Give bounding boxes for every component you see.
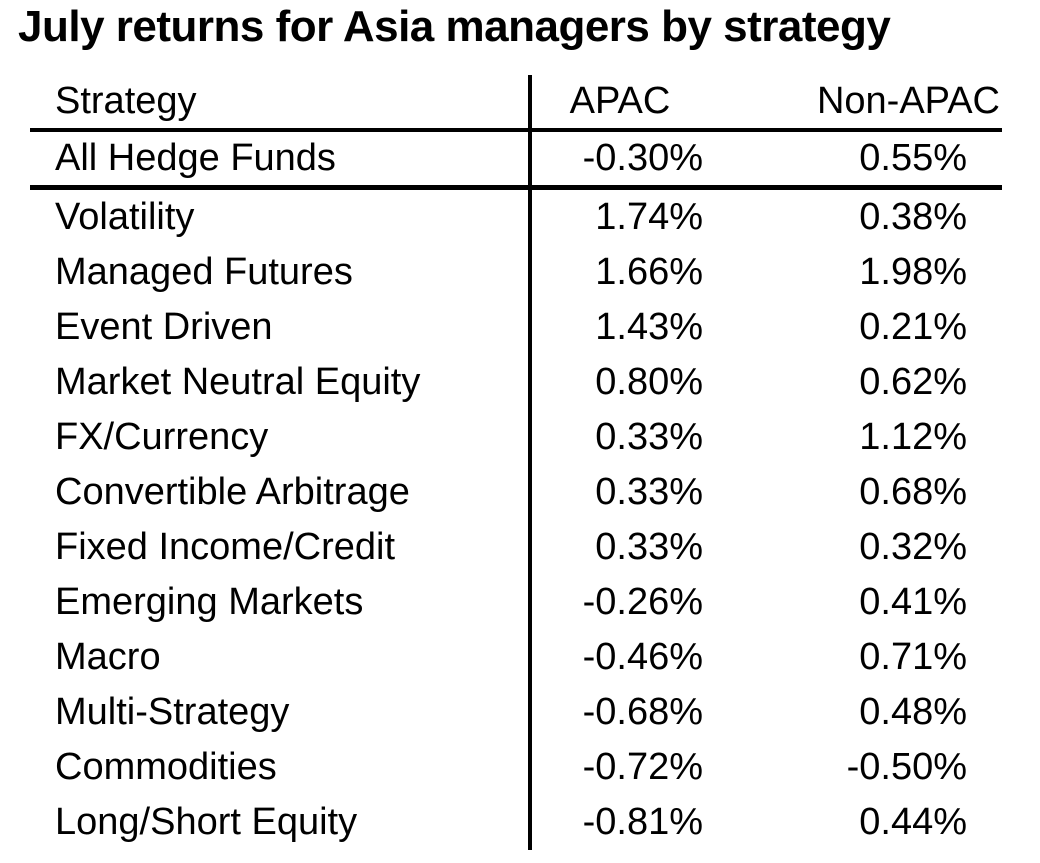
apac-value-cell: -0.30% xyxy=(582,137,703,179)
strategy-cell: Emerging Markets xyxy=(55,581,364,623)
apac-value-cell: 1.43% xyxy=(595,306,703,348)
table-row: FX/Currency 0.33% 1.12% xyxy=(30,410,1002,465)
table-row: Commodities -0.72% -0.50% xyxy=(30,740,1002,795)
strategy-cell: Multi-Strategy xyxy=(55,691,290,733)
table-row: Long/Short Equity -0.81% 0.44% xyxy=(30,795,1002,850)
nonapac-value-cell: 0.71% xyxy=(859,636,967,678)
strategy-cell: Event Driven xyxy=(55,306,273,348)
nonapac-value-cell: 0.44% xyxy=(859,801,967,843)
apac-value-cell: 0.33% xyxy=(595,471,703,513)
apac-value-cell: 1.74% xyxy=(595,196,703,238)
nonapac-value-cell: 0.38% xyxy=(859,196,967,238)
summary-row: All Hedge Funds -0.30% 0.55% xyxy=(30,132,1002,190)
page-title: July returns for Asia managers by strate… xyxy=(18,2,891,51)
nonapac-value-cell: 0.68% xyxy=(859,471,967,513)
table-row: Emerging Markets -0.26% 0.41% xyxy=(30,575,1002,630)
apac-value-cell: 0.80% xyxy=(595,361,703,403)
nonapac-value-cell: 0.41% xyxy=(859,581,967,623)
table-row: Convertible Arbitrage 0.33% 0.68% xyxy=(30,465,1002,520)
column-header-strategy: Strategy xyxy=(55,80,197,122)
apac-value-cell: -0.81% xyxy=(582,801,703,843)
strategy-cell: Volatility xyxy=(55,196,195,238)
table-row: Fixed Income/Credit 0.33% 0.32% xyxy=(30,520,1002,575)
nonapac-value-cell: 0.62% xyxy=(859,361,967,403)
nonapac-value-cell: 0.32% xyxy=(859,526,967,568)
strategy-cell: All Hedge Funds xyxy=(55,137,336,179)
strategy-cell: Commodities xyxy=(55,746,277,788)
apac-value-cell: -0.46% xyxy=(582,636,703,678)
strategy-cell: Market Neutral Equity xyxy=(55,361,421,403)
nonapac-value-cell: 1.12% xyxy=(859,416,967,458)
nonapac-value-cell: 0.21% xyxy=(859,306,967,348)
nonapac-value-cell: 0.48% xyxy=(859,691,967,733)
strategy-cell: Macro xyxy=(55,636,161,678)
apac-value-cell: -0.68% xyxy=(582,691,703,733)
column-header-apac: APAC xyxy=(569,80,671,122)
apac-value-cell: -0.72% xyxy=(582,746,703,788)
apac-value-cell: 0.33% xyxy=(595,526,703,568)
nonapac-value-cell: -0.50% xyxy=(846,746,967,788)
returns-table: Strategy APAC Non-APAC All Hedge Funds -… xyxy=(30,75,1002,850)
table-row: Market Neutral Equity 0.80% 0.62% xyxy=(30,355,1002,410)
table-row: Event Driven 1.43% 0.21% xyxy=(30,300,1002,355)
strategy-cell: Managed Futures xyxy=(55,251,353,293)
nonapac-value-cell: 0.55% xyxy=(859,137,967,179)
apac-value-cell: 1.66% xyxy=(595,251,703,293)
strategy-cell: Long/Short Equity xyxy=(55,801,358,843)
table-row: Managed Futures 1.66% 1.98% xyxy=(30,245,1002,300)
apac-value-cell: -0.26% xyxy=(582,581,703,623)
column-divider xyxy=(528,75,532,850)
apac-value-cell: 0.33% xyxy=(595,416,703,458)
strategy-cell: Convertible Arbitrage xyxy=(55,471,410,513)
table-header-row: Strategy APAC Non-APAC xyxy=(30,75,1002,132)
table-row: Macro -0.46% 0.71% xyxy=(30,630,1002,685)
table-row: Multi-Strategy -0.68% 0.48% xyxy=(30,685,1002,740)
strategy-cell: Fixed Income/Credit xyxy=(55,526,396,568)
nonapac-value-cell: 1.98% xyxy=(859,251,967,293)
strategy-cell: FX/Currency xyxy=(55,416,269,458)
table-row: Volatility 1.74% 0.38% xyxy=(30,190,1002,245)
column-header-non-apac: Non-APAC xyxy=(816,80,1000,122)
